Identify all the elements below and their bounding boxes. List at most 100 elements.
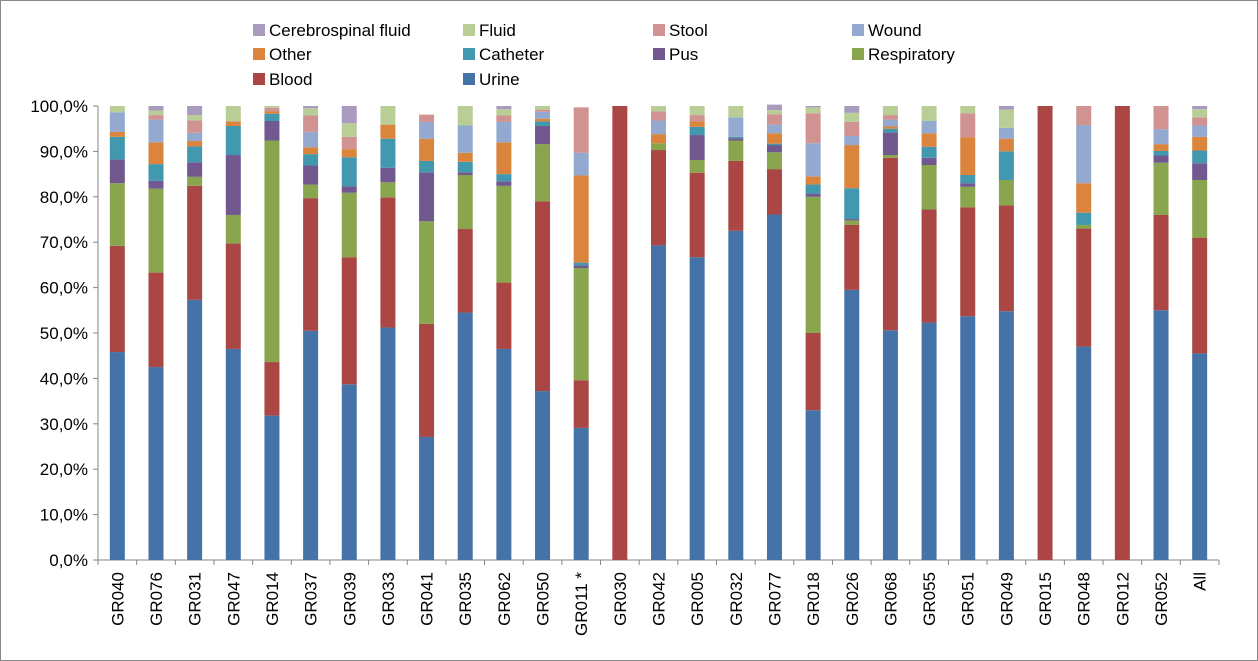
bar-segment-fluid xyxy=(535,106,551,110)
legend-swatch xyxy=(852,24,864,36)
legend-label: Other xyxy=(269,45,312,64)
bar-segment-urine xyxy=(457,312,473,560)
x-category-label: GR049 xyxy=(997,572,1016,626)
bar-segment-wound xyxy=(998,127,1014,139)
bar-segment-pus xyxy=(303,165,319,185)
bar-segment-other xyxy=(264,111,280,114)
bar-segment-urine xyxy=(844,289,860,560)
bar-segment-blood xyxy=(651,150,666,246)
bar-segment-catheter xyxy=(380,138,396,168)
bar-segment-catheter xyxy=(728,136,744,139)
legend-swatch xyxy=(463,73,475,85)
bar-segment-blood xyxy=(844,224,860,290)
bar-segment-blood xyxy=(921,209,937,323)
bar-segment-respiratory xyxy=(303,184,319,199)
y-tick-label: 70,0% xyxy=(40,233,88,252)
bar-segment-other xyxy=(419,138,435,161)
bar-segment-urine xyxy=(805,410,821,560)
bar-segment-cerebrospinal-fluid xyxy=(998,106,1014,110)
bar-segment-wound xyxy=(805,143,821,177)
bar-segment-catheter xyxy=(998,151,1014,181)
bar-segment-catheter xyxy=(844,188,860,220)
bar-segment-respiratory xyxy=(1192,180,1208,238)
bar-segment-respiratory xyxy=(341,192,357,258)
bar-segment-fluid xyxy=(264,106,280,108)
bar-segment-wound xyxy=(728,117,744,137)
y-tick-label: 0,0% xyxy=(49,551,88,570)
x-category-label: GR039 xyxy=(340,572,359,626)
bar-segment-blood xyxy=(766,169,782,215)
bar-segment-other xyxy=(496,142,512,175)
bar-segment-blood xyxy=(1076,228,1092,347)
bar-segment-urine xyxy=(921,322,937,560)
bar-segment-pus xyxy=(1153,155,1169,163)
bar-segment-urine xyxy=(109,352,125,560)
x-category-label: GR030 xyxy=(611,572,630,626)
bar-segment-wound xyxy=(766,124,782,134)
bar-segment-stool xyxy=(573,107,589,153)
bar-segment-urine xyxy=(341,384,357,560)
x-category-label: GR076 xyxy=(147,572,166,626)
bar-segment-pus xyxy=(380,167,396,183)
bar-segment-stool xyxy=(419,114,435,122)
legend-label: Cerebrospinal fluid xyxy=(269,21,411,40)
bar-segment-other xyxy=(148,142,164,165)
y-tick-label: 60,0% xyxy=(40,279,88,298)
x-category-label: GR062 xyxy=(495,572,514,626)
bar-segment-other xyxy=(341,149,357,158)
bar-segment-catheter xyxy=(535,121,551,126)
bar-segment-respiratory xyxy=(1076,224,1092,229)
bar-segment-respiratory xyxy=(148,188,164,273)
bar-segment-urine xyxy=(689,257,705,560)
bar-segment-fluid xyxy=(766,110,782,115)
bar-segment-pus xyxy=(766,145,782,153)
bar-segment-pus xyxy=(728,138,744,141)
bar-segment-urine xyxy=(728,230,744,560)
bar-segment-respiratory xyxy=(651,143,666,151)
legend-swatch xyxy=(653,24,665,36)
x-category-label: GR048 xyxy=(1075,572,1094,626)
bar-segment-urine xyxy=(148,367,164,560)
bar-segment-wound xyxy=(535,111,551,119)
bar-segment-blood xyxy=(109,245,125,353)
bar-segment-urine xyxy=(187,299,203,560)
bar-segment-fluid xyxy=(225,106,241,122)
x-category-label: GR050 xyxy=(534,572,553,626)
bar-segment-catheter xyxy=(264,113,280,121)
bar-segment-fluid xyxy=(457,106,473,126)
bar-segment-respiratory xyxy=(1153,162,1169,215)
bar-segment-blood xyxy=(612,106,628,560)
legend-label: Stool xyxy=(669,21,708,40)
bar-segment-fluid xyxy=(882,106,898,116)
bar-segment-blood xyxy=(1037,106,1053,560)
legend-label: Respiratory xyxy=(868,45,955,64)
bar-segment-blood xyxy=(225,243,241,349)
bar-segment-catheter xyxy=(225,125,241,156)
bar-segment-blood xyxy=(341,257,357,385)
legend-swatch xyxy=(463,48,475,60)
bar-segment-respiratory xyxy=(728,140,744,161)
bar-segment-blood xyxy=(573,380,589,428)
bar-segment-catheter xyxy=(109,136,125,160)
x-category-label: GR077 xyxy=(765,572,784,626)
bar-segment-other xyxy=(573,175,589,263)
bar-segment-catheter xyxy=(1153,150,1169,156)
legend-label: Catheter xyxy=(479,45,545,64)
bar-segment-fluid xyxy=(998,109,1014,128)
legend-swatch xyxy=(253,48,265,60)
bar-segment-cerebrospinal-fluid xyxy=(303,106,319,109)
bar-segment-pus xyxy=(882,132,898,156)
bar-segment-stool xyxy=(805,113,821,144)
bar-segment-catheter xyxy=(419,160,435,173)
bar-segment-wound xyxy=(109,112,125,132)
bar-segment-respiratory xyxy=(998,180,1014,206)
legend-label: Urine xyxy=(479,70,520,89)
y-tick-label: 10,0% xyxy=(40,506,88,525)
bar-segment-pus xyxy=(844,219,860,221)
x-category-label: GR018 xyxy=(804,572,823,626)
bar-segment-respiratory xyxy=(921,165,937,210)
bar-segment-blood xyxy=(805,333,821,411)
bar-segment-pus xyxy=(419,172,435,222)
bar-segment-urine xyxy=(998,311,1014,560)
bar-segment-pus xyxy=(457,172,473,176)
